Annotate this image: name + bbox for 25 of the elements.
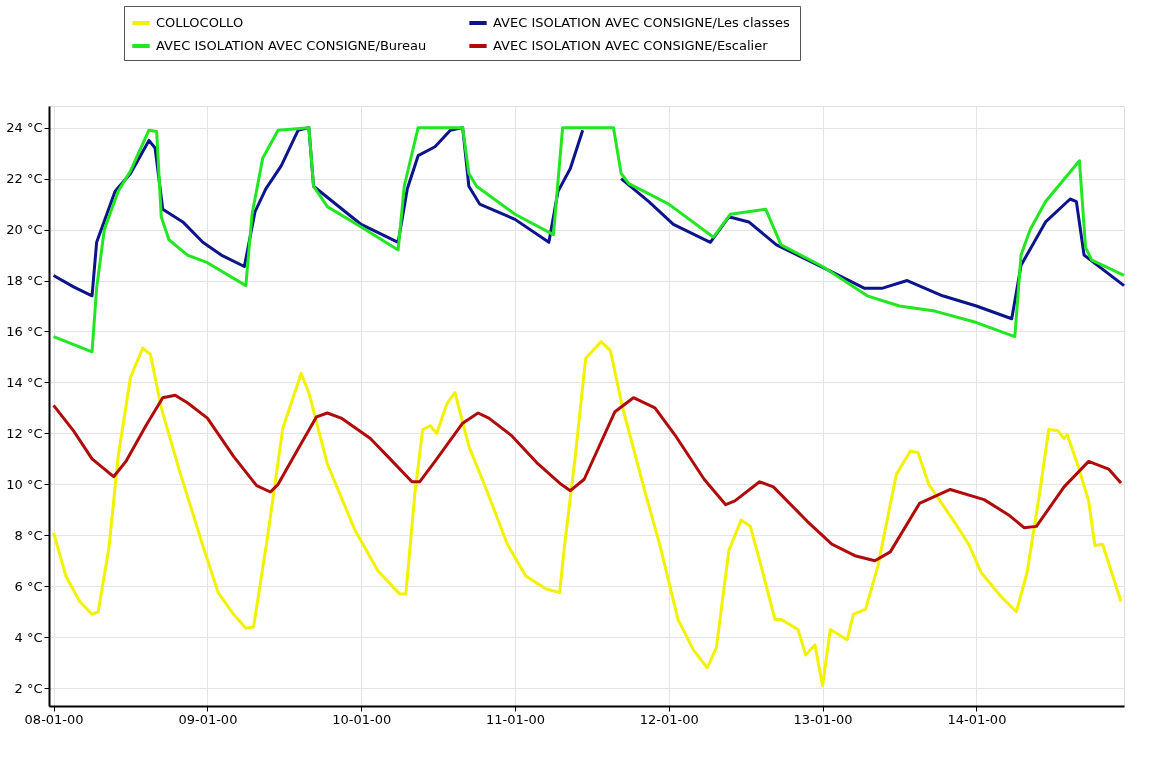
line-series [52,340,1123,688]
line-series [52,393,1123,563]
y-tick-label: 10 °C [6,476,43,492]
legend-label: AVEC ISOLATION AVEC CONSIGNE/Escalier [493,38,769,53]
legend-label: AVEC ISOLATION AVEC CONSIGNE/Bureau [156,38,427,53]
x-tick-label: 11-01-00 [485,711,545,727]
y-tick-label: 20 °C [6,222,43,238]
legend-label: AVEC ISOLATION AVEC CONSIGNE/Les classes [493,15,791,30]
x-tick-label: 08-01-00 [24,711,84,727]
y-tick-label: 4 °C [14,629,43,645]
x-tick-label: 10-01-00 [332,711,392,727]
y-tick-label: 18 °C [6,273,43,289]
y-tick-label: 16 °C [6,323,43,339]
y-tick-label: 24 °C [6,120,43,136]
y-tick-label: 22 °C [6,171,43,187]
y-tick-label: 2 °C [14,680,43,696]
x-tick-label: 09-01-00 [178,711,238,727]
y-tick-label: 14 °C [6,374,43,390]
legend-label: COLLOCOLLO [156,15,244,30]
x-tick-label: 13-01-00 [793,711,853,727]
y-tick-label: 12 °C [6,425,43,441]
x-tick-label: 12-01-00 [639,711,699,727]
y-tick-label: 8 °C [14,527,43,543]
y-tick-label: 6 °C [14,578,43,594]
x-tick-label: 14-01-00 [947,711,1007,727]
